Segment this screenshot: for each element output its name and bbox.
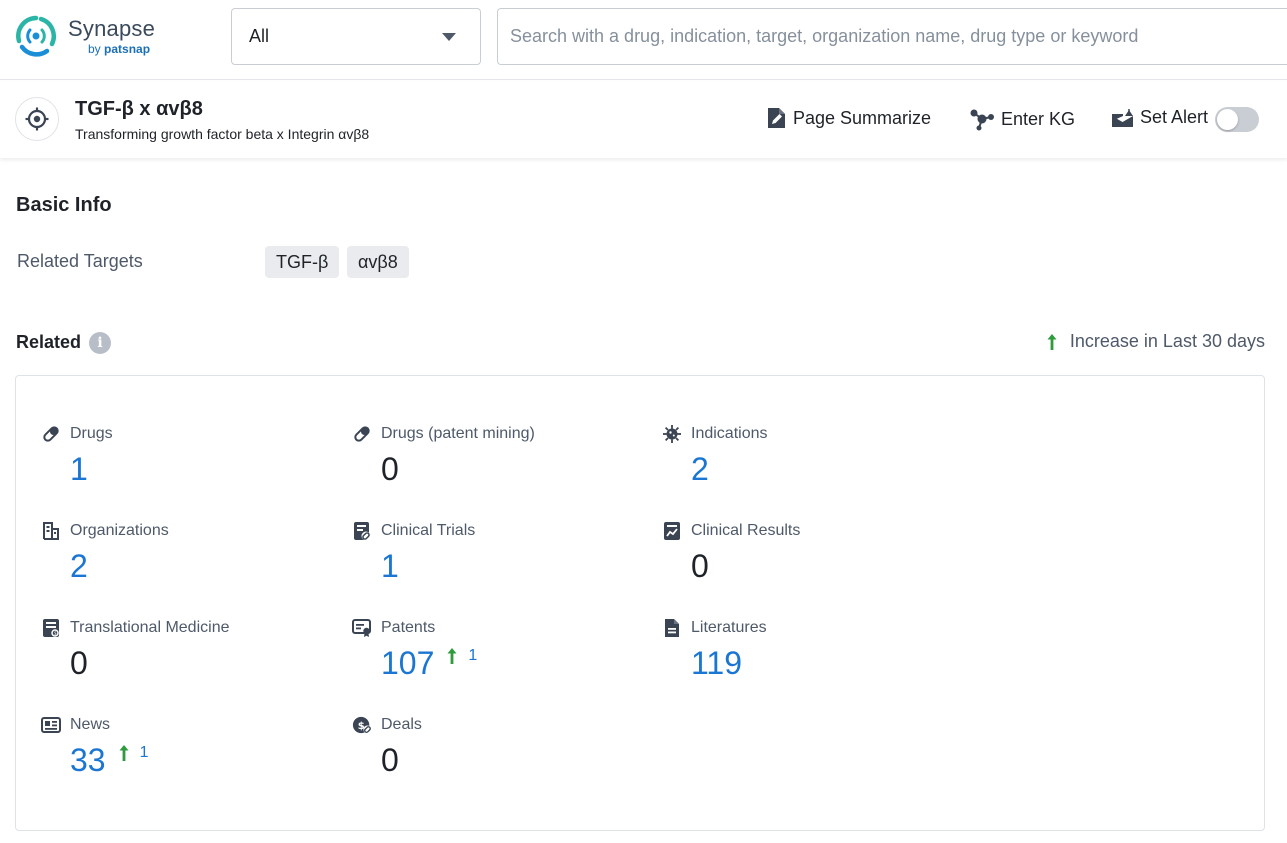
increase-count: 1 <box>140 744 149 762</box>
chevron-down-icon <box>442 33 456 41</box>
stat-news[interactable]: News 33 1 <box>41 715 341 795</box>
search-scope-value: All <box>249 26 269 47</box>
stat-value: 0 <box>381 742 399 779</box>
arrow-up-icon <box>118 744 130 762</box>
translational-icon: $ <box>41 618 61 638</box>
stat-value[interactable]: 119 <box>691 645 742 682</box>
info-icon[interactable]: i <box>89 332 111 354</box>
stat-label: Clinical Trials <box>381 522 475 540</box>
stat-indications[interactable]: Indications 2 <box>662 424 962 504</box>
stat-label: Patents <box>381 619 435 637</box>
stat-drugs-patent-mining[interactable]: Drugs (patent mining) 0 <box>352 424 652 504</box>
logo-by-text: by <box>88 42 101 56</box>
pill-icon <box>41 424 61 444</box>
document-icon <box>662 618 682 638</box>
stat-deals[interactable]: $ Deals 0 <box>352 715 652 795</box>
stat-value[interactable]: 2 <box>691 451 709 488</box>
stat-label: Drugs <box>70 425 113 443</box>
virus-icon <box>662 424 682 444</box>
stat-label: Translational Medicine <box>70 619 229 637</box>
stat-label: Drugs (patent mining) <box>381 425 535 443</box>
svg-text:$: $ <box>54 631 57 637</box>
related-targets-label: Related Targets <box>17 251 143 272</box>
newspaper-icon <box>41 715 61 735</box>
alert-toggle-knob <box>1217 109 1238 130</box>
stat-value: 0 <box>70 645 88 682</box>
arrow-up-icon <box>1046 333 1058 351</box>
alert-mail-icon <box>1111 108 1134 128</box>
synapse-logo-icon <box>14 14 58 58</box>
stat-translational-medicine[interactable]: $ Translational Medicine 0 <box>41 618 341 698</box>
increase-indicator[interactable]: 1 <box>446 647 477 665</box>
logo-name: Synapse <box>68 17 155 41</box>
basic-info-heading: Basic Info <box>16 194 112 217</box>
increase-indicator[interactable]: 1 <box>118 744 149 762</box>
stat-label: Clinical Results <box>691 522 800 540</box>
pill-icon <box>352 424 372 444</box>
set-alert-button[interactable]: Set Alert <box>1111 107 1208 128</box>
stat-label: Organizations <box>70 522 169 540</box>
stat-literatures[interactable]: Literatures 119 <box>662 618 962 698</box>
stat-label: Indications <box>691 425 768 443</box>
stat-label: Literatures <box>691 619 767 637</box>
target-header: TGF-β x αvβ8 Transforming growth factor … <box>0 81 1287 158</box>
stat-label: News <box>70 716 110 734</box>
stat-value[interactable]: 1 <box>70 451 88 488</box>
arrow-up-icon <box>446 647 458 665</box>
enter-kg-label: Enter KG <box>1001 109 1075 130</box>
related-stats-card: Drugs 1 Drugs (patent mining) 0 Indicati… <box>15 375 1265 831</box>
target-icon <box>15 97 59 141</box>
stat-drugs[interactable]: Drugs 1 <box>41 424 341 504</box>
chart-report-icon <box>662 521 682 541</box>
stat-value: 0 <box>691 548 709 585</box>
increase-legend-label: Increase in Last 30 days <box>1070 331 1265 352</box>
page-summarize-label: Page Summarize <box>793 108 931 129</box>
stat-organizations[interactable]: Organizations 2 <box>41 521 341 601</box>
knowledge-graph-icon <box>969 107 995 131</box>
page-subtitle: Transforming growth factor beta x Integr… <box>75 126 369 142</box>
document-edit-icon <box>766 107 787 129</box>
logo-brand: patsnap <box>104 42 150 56</box>
clinical-trial-icon <box>352 521 372 541</box>
building-icon <box>41 521 61 541</box>
patent-icon <box>352 618 372 638</box>
increase-legend: Increase in Last 30 days <box>1046 331 1265 352</box>
stat-clinical-results[interactable]: Clinical Results 0 <box>662 521 962 601</box>
deal-icon: $ <box>352 715 372 735</box>
stat-clinical-trials[interactable]: Clinical Trials 1 <box>352 521 652 601</box>
stat-patents[interactable]: Patents 107 1 <box>352 618 652 698</box>
stat-value[interactable]: 107 <box>381 645 434 682</box>
search-input[interactable] <box>497 8 1287 65</box>
increase-count: 1 <box>468 647 477 665</box>
logo-byline: by patsnap <box>88 42 155 56</box>
stat-value: 0 <box>381 451 399 488</box>
search-scope-select[interactable]: All <box>231 8 481 65</box>
stat-value[interactable]: 33 <box>70 742 106 779</box>
alert-toggle[interactable] <box>1215 107 1259 132</box>
enter-kg-button[interactable]: Enter KG <box>969 107 1075 131</box>
page-title: TGF-β x αvβ8 <box>75 98 203 121</box>
stat-value[interactable]: 2 <box>70 548 88 585</box>
synapse-logo[interactable]: Synapse by patsnap <box>14 14 155 58</box>
stat-value[interactable]: 1 <box>381 548 399 585</box>
related-heading: Related <box>16 332 81 353</box>
page-summarize-button[interactable]: Page Summarize <box>766 107 931 129</box>
target-tag-avb8[interactable]: αvβ8 <box>347 246 409 278</box>
target-tag-tgf-beta[interactable]: TGF-β <box>265 246 339 278</box>
top-bar: Synapse by patsnap All <box>0 0 1287 80</box>
stat-label: Deals <box>381 716 422 734</box>
set-alert-label: Set Alert <box>1140 107 1208 128</box>
